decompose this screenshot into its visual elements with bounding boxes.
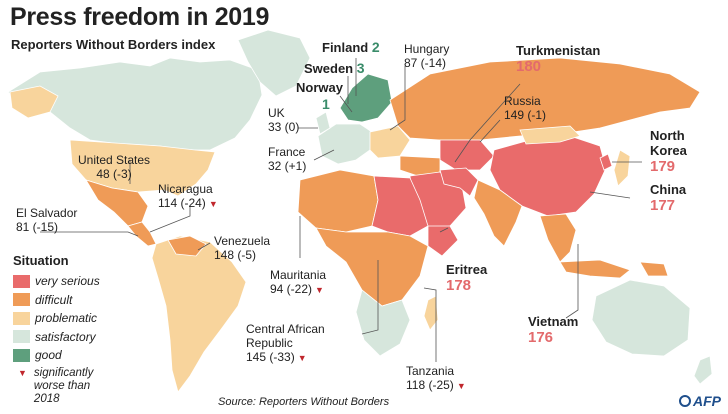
- label-hungary: Hungary 87 (-14): [404, 42, 450, 70]
- legend-item: very serious: [13, 272, 116, 291]
- legend-label: difficult: [35, 292, 73, 307]
- legend-swatch: [13, 274, 30, 288]
- legend-label: satisfactory: [35, 329, 96, 344]
- legend-label: very serious: [35, 274, 100, 289]
- region-horn-of-africa: [427, 225, 459, 257]
- region-south-america: [151, 235, 247, 393]
- region-madagascar: [423, 295, 439, 331]
- legend-item: problematic: [13, 309, 116, 328]
- label-vietnam: Vietnam 176: [528, 314, 579, 346]
- legend-item: satisfactory: [13, 328, 116, 347]
- legend-item: difficult: [13, 291, 116, 310]
- region-uk: [315, 111, 331, 135]
- label-sweden: Sweden 3: [304, 60, 365, 76]
- worse-marker-icon: ▼: [297, 353, 307, 363]
- label-central-african-republic: Central African Republic 145 (-33) ▼: [246, 322, 325, 364]
- region-japan: [613, 149, 631, 187]
- label-uk: UK 33 (0): [268, 106, 300, 134]
- worse-marker-icon: ▼: [18, 367, 27, 378]
- map-subtitle: Reporters Without Borders index: [11, 37, 216, 52]
- legend-swatch: [13, 293, 30, 307]
- map-title: Press freedom in 2019: [10, 3, 270, 31]
- label-united-states: United States 48 (-3): [78, 153, 151, 181]
- region-north-korea: [599, 153, 613, 171]
- label-nicaragua: Nicaragua 114 (-24) ▼: [158, 182, 218, 210]
- worse-marker-icon: ▼: [315, 285, 324, 295]
- region-southeast-asia: [539, 213, 577, 263]
- legend-item: good: [13, 346, 116, 365]
- label-russia: Russia 149 (-1): [504, 94, 547, 122]
- region-north-africa: [297, 169, 379, 233]
- region-central-africa: [315, 227, 429, 307]
- label-china: China 177: [650, 182, 687, 214]
- region-india: [473, 179, 523, 247]
- legend-worse-item: ▼ significantly worse than 2018: [13, 367, 116, 406]
- region-mongolia: [519, 125, 581, 145]
- region-russia: [389, 57, 701, 141]
- region-australia: [591, 279, 691, 357]
- label-tanzania: Tanzania 118 (-25) ▼: [406, 364, 466, 392]
- label-mauritania: Mauritania 94 (-22) ▼: [270, 268, 327, 296]
- label-north-korea: North Korea 179: [650, 128, 687, 175]
- legend-title: Situation: [13, 253, 69, 268]
- legend: Situation very serious difficult problemat…: [10, 251, 116, 406]
- label-norway: Norway 1: [296, 80, 343, 112]
- label-france: France 32 (+1): [268, 145, 307, 173]
- legend-swatch: [13, 311, 30, 325]
- label-venezuela: Venezuela 148 (-5): [214, 234, 271, 262]
- source-note: Source: Reporters Without Borders: [218, 396, 390, 408]
- leader-lines: [40, 58, 642, 362]
- legend-worse-label: significantly worse than 2018: [33, 366, 94, 405]
- region-indonesia: [559, 259, 631, 279]
- afp-circle-icon: [679, 395, 691, 407]
- label-turkmenistan: Turkmenistan 180: [516, 43, 601, 75]
- region-venezuela: [167, 235, 207, 257]
- worse-marker-icon: ▼: [208, 199, 218, 209]
- legend-swatch: [13, 330, 30, 344]
- legend-swatch: [13, 348, 30, 362]
- legend-label: good: [35, 348, 62, 363]
- label-el-salvador: El Salvador 81 (-15): [16, 206, 78, 234]
- region-greenland: [237, 29, 311, 97]
- region-iran: [439, 167, 479, 197]
- afp-logo: AFP: [679, 393, 721, 409]
- region-alaska: [9, 85, 59, 119]
- worse-marker-icon: ▼: [456, 381, 466, 391]
- legend-label: problematic: [35, 311, 98, 326]
- region-png: [639, 261, 669, 277]
- legend-items: very serious difficult problematic satisfac…: [10, 272, 116, 365]
- region-southern-africa: [355, 289, 411, 357]
- region-canada: [7, 57, 263, 151]
- label-finland: Finland 2: [322, 39, 380, 55]
- region-new-zealand: [693, 355, 713, 385]
- label-eritrea: Eritrea 178: [446, 262, 488, 294]
